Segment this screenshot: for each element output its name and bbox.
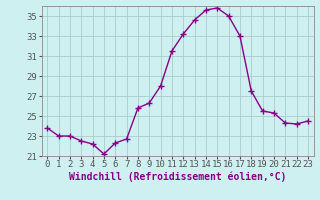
X-axis label: Windchill (Refroidissement éolien,°C): Windchill (Refroidissement éolien,°C)	[69, 172, 286, 182]
